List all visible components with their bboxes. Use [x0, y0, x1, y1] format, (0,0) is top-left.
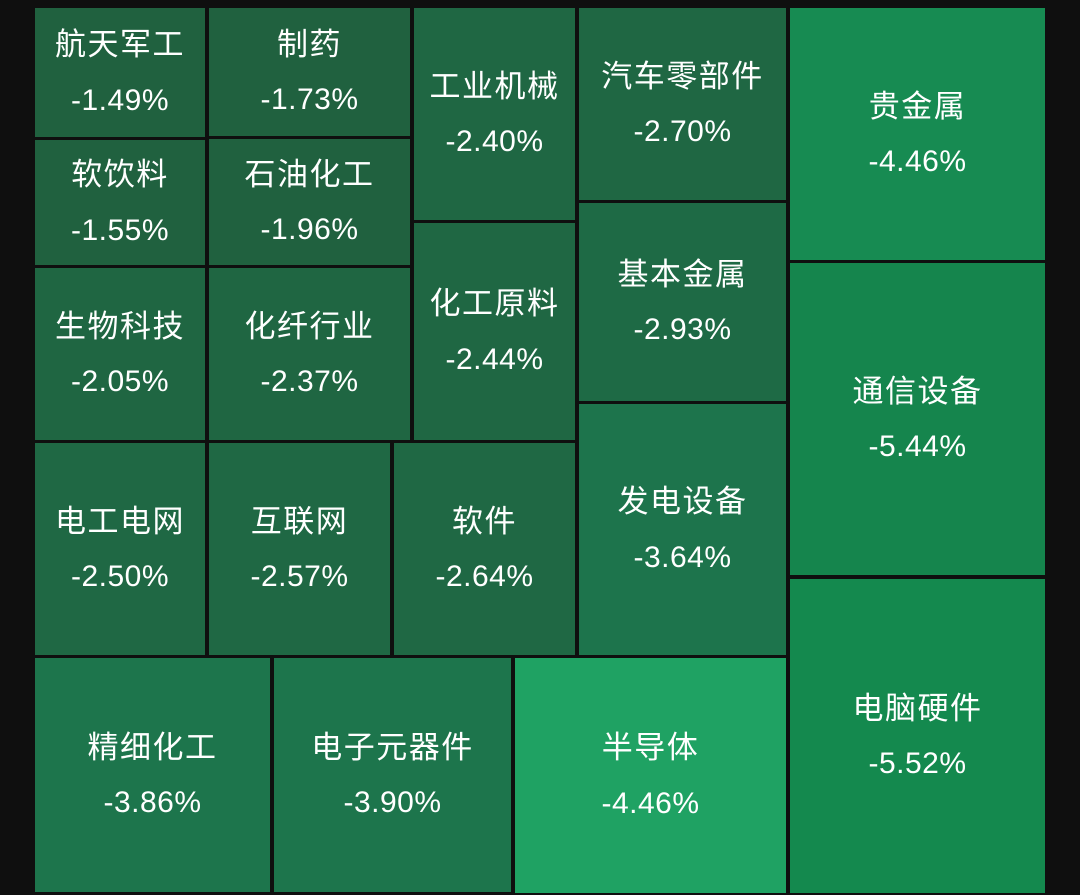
sector-change: -4.46%: [601, 786, 700, 820]
sector-tile[interactable]: 半导体 -4.46%: [515, 658, 786, 893]
sector-name: 半导体: [601, 730, 700, 766]
sector-tile[interactable]: 发电设备 -3.64%: [579, 404, 786, 655]
sector-name: 石油化工: [244, 156, 375, 192]
sector-tile[interactable]: 软件 -2.64%: [394, 443, 575, 655]
sector-name: 软饮料: [71, 157, 169, 193]
sector-tile[interactable]: 制药 -1.73%: [209, 8, 410, 136]
sector-change: -2.64%: [435, 560, 534, 594]
sector-change: -2.44%: [445, 342, 544, 376]
sector-change: -2.70%: [633, 115, 732, 149]
sector-name: 互联网: [250, 503, 349, 539]
sector-name: 基本金属: [617, 256, 748, 292]
sector-tile[interactable]: 电子元器件 -3.90%: [274, 658, 511, 892]
sector-tile[interactable]: 互联网 -2.57%: [209, 443, 390, 655]
sector-tile[interactable]: 贵金属 -4.46%: [790, 8, 1045, 260]
sector-change: -3.90%: [343, 786, 442, 820]
sector-name: 电工电网: [55, 503, 185, 539]
sector-tile[interactable]: 生物科技 -2.05%: [35, 268, 205, 440]
sector-change: -2.57%: [250, 560, 349, 594]
sector-change: -4.46%: [868, 145, 967, 179]
sector-tile[interactable]: 石油化工 -1.96%: [209, 139, 410, 265]
sector-change: -1.96%: [260, 213, 359, 247]
sector-tile[interactable]: 航天军工 -1.49%: [35, 8, 205, 137]
sector-name: 通信设备: [852, 373, 983, 409]
sector-name: 电子元器件: [311, 729, 474, 765]
sector-name: 软件: [452, 503, 517, 539]
sector-name: 贵金属: [868, 88, 967, 124]
sector-tile[interactable]: 精细化工 -3.86%: [35, 658, 270, 892]
sector-name: 化纤行业: [244, 308, 375, 344]
sector-change: -3.86%: [103, 786, 202, 820]
sector-tile[interactable]: 化工原料 -2.44%: [414, 223, 575, 440]
sector-change: -2.05%: [70, 365, 170, 399]
sector-tile[interactable]: 通信设备 -5.44%: [790, 263, 1045, 575]
sector-tile[interactable]: 化纤行业 -2.37%: [209, 268, 410, 440]
sector-name: 化工原料: [429, 286, 560, 322]
sector-change: -1.73%: [260, 83, 359, 117]
sector-tile[interactable]: 软饮料 -1.55%: [35, 140, 205, 265]
sector-name: 精细化工: [87, 729, 218, 765]
sector-tile[interactable]: 电工电网 -2.50%: [35, 443, 205, 655]
sector-name: 发电设备: [617, 484, 748, 520]
sector-change: -2.40%: [445, 125, 544, 159]
sector-tile[interactable]: 基本金属 -2.93%: [579, 203, 786, 401]
sector-name: 航天军工: [55, 27, 185, 63]
sector-change: -2.93%: [633, 313, 732, 347]
sector-change: -1.49%: [70, 83, 170, 117]
sector-name: 汽车零部件: [601, 58, 764, 94]
sector-change: -1.55%: [70, 213, 170, 247]
sector-change: -5.52%: [868, 747, 967, 781]
sector-change: -3.64%: [633, 540, 732, 574]
sector-name: 生物科技: [55, 308, 185, 344]
sector-name: 电脑硬件: [852, 690, 983, 726]
sector-change: -2.50%: [70, 560, 170, 594]
sector-tile[interactable]: 汽车零部件 -2.70%: [579, 8, 786, 200]
sector-tile[interactable]: 电脑硬件 -5.52%: [790, 579, 1045, 893]
sector-change: -2.37%: [260, 365, 359, 399]
sector-change: -5.44%: [868, 430, 967, 464]
sector-tile[interactable]: 工业机械 -2.40%: [414, 8, 575, 220]
sector-name: 工业机械: [429, 68, 560, 104]
sector-name: 制药: [277, 26, 342, 62]
